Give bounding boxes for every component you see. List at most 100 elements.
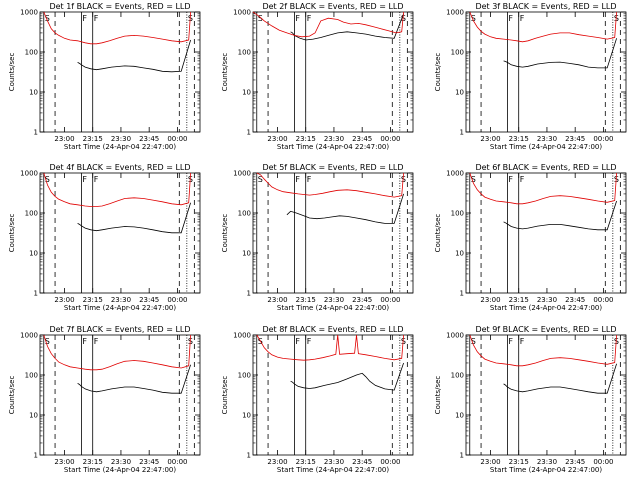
lld-series-line <box>43 172 191 207</box>
x-axis-label: Start Time (24-Apr-04 22:47:00) <box>490 143 602 151</box>
x-tick-label: 23:15 <box>296 296 316 304</box>
detector-panel-5: Det 5f BLACK = Events, RED = LLD 1 10 100 10… <box>221 163 414 312</box>
detector-panel-4: Det 4f BLACK = Events, RED = LLD 1 10 100 10… <box>8 163 201 312</box>
event-marker-label: F <box>307 175 312 184</box>
x-tick-label: 23:45 <box>565 135 585 143</box>
x-tick-label: 23:45 <box>139 296 159 304</box>
y-axis-label: Counts/sec <box>434 376 442 415</box>
x-tick-label: 23:00 <box>54 296 74 304</box>
y-tick-label: 1000 <box>233 332 251 340</box>
y-tick-label: 1 <box>247 129 251 137</box>
y-axis-label: Counts/sec <box>221 376 229 415</box>
x-tick-label: 23:00 <box>54 458 74 466</box>
event-marker-label: S <box>258 14 263 23</box>
x-tick-label: 00:00 <box>593 458 613 466</box>
plot-frame <box>39 172 201 294</box>
lld-series-line <box>256 334 404 361</box>
x-tick-label: 23:45 <box>352 458 372 466</box>
y-axis-label: Counts/sec <box>8 376 16 415</box>
panel-title: Det 9f BLACK = Events, RED = LLD <box>475 325 616 334</box>
y-tick-label: 1000 <box>20 170 38 178</box>
detector-panel-2: Det 2f BLACK = Events, RED = LLD 1 10 100 10… <box>221 2 414 151</box>
x-axis-label: Start Time (24-Apr-04 22:47:00) <box>64 466 176 474</box>
plot-frame <box>252 334 414 456</box>
y-tick-label: 1 <box>247 452 251 460</box>
y-axis-label: Counts/sec <box>434 214 442 253</box>
detector-panel-3: Det 3f BLACK = Events, RED = LLD 1 10 100 10… <box>434 2 627 151</box>
event-marker-label: F <box>520 14 525 23</box>
event-marker-label: F <box>94 337 99 346</box>
x-axis-label: Start Time (24-Apr-04 22:47:00) <box>277 466 389 474</box>
x-tick-label: 23:45 <box>352 296 372 304</box>
detector-panel-9: Det 9f BLACK = Events, RED = LLD 1 10 100 10… <box>434 325 627 474</box>
event-marker-label: F <box>307 14 312 23</box>
y-tick-label: 100 <box>25 372 38 380</box>
x-axis-label: Start Time (24-Apr-04 22:47:00) <box>277 304 389 312</box>
plot-frame <box>465 11 627 133</box>
events-series-line <box>286 193 404 224</box>
event-marker-label: S <box>45 175 50 184</box>
x-tick-label: 00:00 <box>593 135 613 143</box>
lld-series-line <box>469 334 617 367</box>
x-axis-label: Start Time (24-Apr-04 22:47:00) <box>64 143 176 151</box>
event-marker-label: F <box>82 14 87 23</box>
y-axis-label: Counts/sec <box>221 214 229 253</box>
y-tick-label: 1 <box>34 452 38 460</box>
events-series-line <box>77 202 191 234</box>
x-tick-label: 23:30 <box>111 296 131 304</box>
x-tick-label: 23:15 <box>296 458 316 466</box>
lld-series-line <box>469 11 617 43</box>
x-axis-label: Start Time (24-Apr-04 22:47:00) <box>490 466 602 474</box>
events-series-line <box>77 39 191 73</box>
x-tick-label: 23:15 <box>296 135 316 143</box>
event-marker-label: F <box>520 175 525 184</box>
x-tick-label: 00:00 <box>380 458 400 466</box>
detector-panel-8: Det 8f BLACK = Events, RED = LLD 1 10 100 10… <box>221 325 414 474</box>
x-axis-label: Start Time (24-Apr-04 22:47:00) <box>490 304 602 312</box>
x-tick-label: 23:00 <box>480 296 500 304</box>
event-marker-label: S <box>471 14 476 23</box>
x-tick-label: 23:45 <box>139 458 159 466</box>
event-marker-label: F <box>307 337 312 346</box>
plot-frame <box>465 334 627 456</box>
plot-frame <box>252 11 414 133</box>
event-marker-label: F <box>82 337 87 346</box>
y-tick-label: 100 <box>451 210 464 218</box>
events-series-line <box>503 363 617 394</box>
x-tick-label: 23:00 <box>267 296 287 304</box>
x-tick-label: 00:00 <box>380 135 400 143</box>
y-tick-label: 10 <box>242 89 251 97</box>
x-axis-label: Start Time (24-Apr-04 22:47:00) <box>64 304 176 312</box>
y-tick-label: 10 <box>29 412 38 420</box>
x-tick-label: 23:45 <box>565 296 585 304</box>
y-tick-label: 100 <box>451 49 464 57</box>
y-axis-label: Counts/sec <box>8 214 16 253</box>
event-marker-label: S <box>45 337 50 346</box>
x-tick-label: 23:30 <box>537 458 557 466</box>
events-series-line <box>290 362 404 391</box>
event-marker-label: S <box>45 14 50 23</box>
y-tick-label: 1 <box>34 129 38 137</box>
x-tick-label: 23:30 <box>537 296 557 304</box>
event-marker-label: F <box>94 175 99 184</box>
lld-series-line <box>43 11 191 45</box>
event-marker-label: S <box>471 175 476 184</box>
events-series-line <box>77 364 191 394</box>
x-tick-label: 23:30 <box>111 458 131 466</box>
y-tick-label: 1 <box>34 290 38 298</box>
y-tick-label: 100 <box>238 49 251 57</box>
y-tick-label: 1 <box>460 129 464 137</box>
event-marker-label: F <box>508 175 513 184</box>
detector-panel-6: Det 6f BLACK = Events, RED = LLD 1 10 100 10… <box>434 163 627 312</box>
x-tick-label: 23:30 <box>111 135 131 143</box>
panel-title: Det 2f BLACK = Events, RED = LLD <box>262 2 403 11</box>
x-tick-label: 00:00 <box>380 296 400 304</box>
panel-title: Det 8f BLACK = Events, RED = LLD <box>262 325 403 334</box>
y-tick-label: 10 <box>455 89 464 97</box>
x-tick-label: 23:00 <box>480 135 500 143</box>
y-tick-label: 1000 <box>233 9 251 17</box>
events-series-line <box>290 13 404 41</box>
x-tick-label: 23:15 <box>83 296 103 304</box>
x-tick-label: 00:00 <box>167 458 187 466</box>
